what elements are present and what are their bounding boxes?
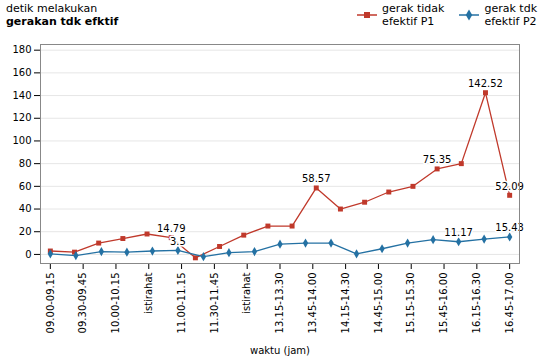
html-text:gerakan tdk efktif: gerakan tdk efktif xyxy=(6,15,119,28)
html-text:gerak tdk efektif P2: gerak tdk efektif P2 xyxy=(484,2,537,28)
html-text:detik melakukan: detik melakukan xyxy=(6,2,98,15)
svg-text:13.15-13.30: 13.15-13.30 xyxy=(274,273,285,334)
svg-text:3.5: 3.5 xyxy=(170,236,186,247)
svg-text:istirahat: istirahat xyxy=(241,272,252,313)
svg-text:80: 80 xyxy=(19,158,32,169)
svg-text:14.45-15.00: 14.45-15.00 xyxy=(373,273,384,334)
svg-text:52.09: 52.09 xyxy=(495,180,524,192)
svg-text:10.00-10.15: 10.00-10.15 xyxy=(110,273,121,334)
svg-text:160: 160 xyxy=(12,67,31,78)
svg-text:58.57: 58.57 xyxy=(302,173,331,184)
svg-text:0: 0 xyxy=(25,249,31,260)
svg-text:120: 120 xyxy=(12,112,31,123)
svg-text:istirahat: istirahat xyxy=(143,272,154,313)
svg-text:16.45-17.00: 16.45-17.00 xyxy=(504,273,515,334)
svg-text:100: 100 xyxy=(12,135,31,146)
svg-text:180: 180 xyxy=(12,44,31,55)
svg-text:142.52: 142.52 xyxy=(468,78,503,89)
svg-text:09.30-09.45: 09.30-09.45 xyxy=(77,273,88,334)
svg-text:14.15-14.30: 14.15-14.30 xyxy=(340,273,351,334)
svg-text:20: 20 xyxy=(19,226,32,237)
svg-text:14.79: 14.79 xyxy=(157,223,186,234)
svg-text:09.00-09.15: 09.00-09.15 xyxy=(45,273,56,334)
svg-text:11.00-11.15: 11.00-11.15 xyxy=(176,273,187,334)
svg-text:waktu (jam): waktu (jam) xyxy=(250,345,310,356)
svg-text:15.45-16.00: 15.45-16.00 xyxy=(438,273,449,334)
svg-text:11.30-11.45: 11.30-11.45 xyxy=(209,273,220,334)
svg-text:16.15-16.30: 16.15-16.30 xyxy=(471,273,482,334)
svg-text:15.15-15.30: 15.15-15.30 xyxy=(405,273,416,334)
html-text:gerak tidak efektif P1: gerak tidak efektif P1 xyxy=(382,2,445,28)
svg-text:13.45-14.00: 13.45-14.00 xyxy=(307,273,318,334)
svg-text:40: 40 xyxy=(19,203,32,214)
svg-text:15.43: 15.43 xyxy=(495,222,524,234)
svg-text:11.17: 11.17 xyxy=(444,227,473,238)
svg-text:75.35: 75.35 xyxy=(423,154,452,165)
svg-text:140: 140 xyxy=(12,90,31,101)
svg-text:60: 60 xyxy=(19,181,32,192)
